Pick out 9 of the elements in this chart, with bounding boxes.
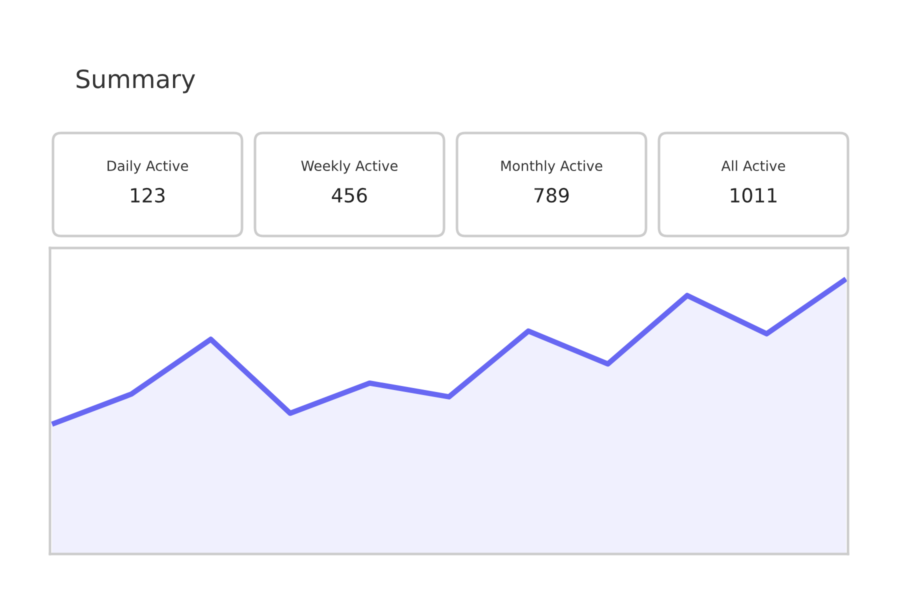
category-label: Monthly Active [501, 160, 602, 174]
data-label: 456 [332, 188, 367, 203]
category-label: All Active [721, 160, 786, 172]
category-label: Daily Active [108, 160, 188, 174]
data-label: 123 [131, 188, 164, 203]
data-label: 1011 [730, 188, 776, 203]
data-label: 789 [534, 188, 569, 203]
category-label: Weekly Active [301, 160, 398, 174]
text: Summary [76, 69, 196, 94]
